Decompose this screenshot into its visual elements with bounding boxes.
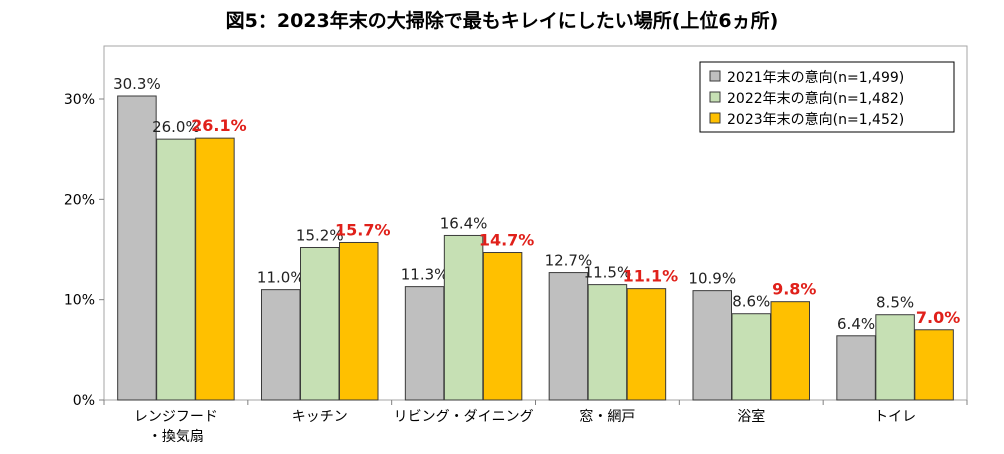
y-tick-label: 0% <box>73 393 95 409</box>
data-label: 6.4% <box>837 315 875 333</box>
bar <box>836 335 876 401</box>
data-label: 8.5% <box>876 294 914 312</box>
bar <box>339 241 379 401</box>
category-label: レンジフード <box>134 409 218 425</box>
bar <box>156 138 196 401</box>
data-label: 15.7% <box>335 220 391 239</box>
y-tick-label: 20% <box>64 192 95 208</box>
bar <box>404 286 445 401</box>
data-label: 16.4% <box>440 214 488 232</box>
data-label: 30.3% <box>113 75 161 93</box>
data-label: 12.7% <box>545 252 593 270</box>
data-label: 9.8% <box>772 280 816 299</box>
data-label: 10.9% <box>688 270 736 288</box>
y-tick-label: 30% <box>64 92 95 108</box>
bar <box>626 288 667 401</box>
legend-swatch <box>709 91 721 103</box>
legend-swatch <box>709 70 721 82</box>
data-label: 7.0% <box>916 308 960 327</box>
bar <box>875 314 915 401</box>
data-label: 26.0% <box>152 118 200 136</box>
legend-entry: 2022年末の意向(n=1,482) <box>727 90 904 107</box>
data-label: 11.5% <box>584 264 632 282</box>
bar <box>261 289 301 401</box>
bar <box>443 234 484 401</box>
data-label: 11.3% <box>401 266 449 284</box>
bar <box>914 329 954 401</box>
legend-entry: 2023年末の意向(n=1,452) <box>727 111 904 128</box>
bar <box>482 252 523 401</box>
legend-swatch <box>709 112 721 124</box>
data-label: 15.2% <box>296 226 344 244</box>
bar <box>770 301 810 401</box>
bar <box>195 137 235 401</box>
data-label: 8.6% <box>732 293 770 311</box>
data-label: 11.1% <box>623 267 679 286</box>
category-label: ・換気扇 <box>148 429 204 445</box>
legend-box <box>699 61 955 133</box>
bar <box>300 246 340 401</box>
bar <box>117 95 157 401</box>
data-label: 26.1% <box>191 116 247 135</box>
y-tick-label: 10% <box>64 293 95 309</box>
category-label: 浴室 <box>737 408 765 425</box>
bar <box>587 284 628 401</box>
category-label: トイレ <box>874 409 916 425</box>
bar <box>548 272 589 401</box>
bar <box>731 313 771 401</box>
category-label: キッチン <box>292 409 348 425</box>
data-label: 14.7% <box>479 231 535 250</box>
category-label: リビング・ダイニング <box>394 409 534 425</box>
chart-title: 図5：2023年末の大掃除で最もキレイにしたい場所(上位6ヵ所) <box>226 9 779 32</box>
legend-entry: 2021年末の意向(n=1,499) <box>727 69 904 86</box>
category-label: 窓・網戸 <box>579 408 635 425</box>
data-label: 11.0% <box>257 269 305 287</box>
plot-area: 0% 10% 20% 30% 30.3% 26.0%26.1% レンジフード・換気扇 11.0… <box>64 45 968 445</box>
bar <box>692 290 732 401</box>
